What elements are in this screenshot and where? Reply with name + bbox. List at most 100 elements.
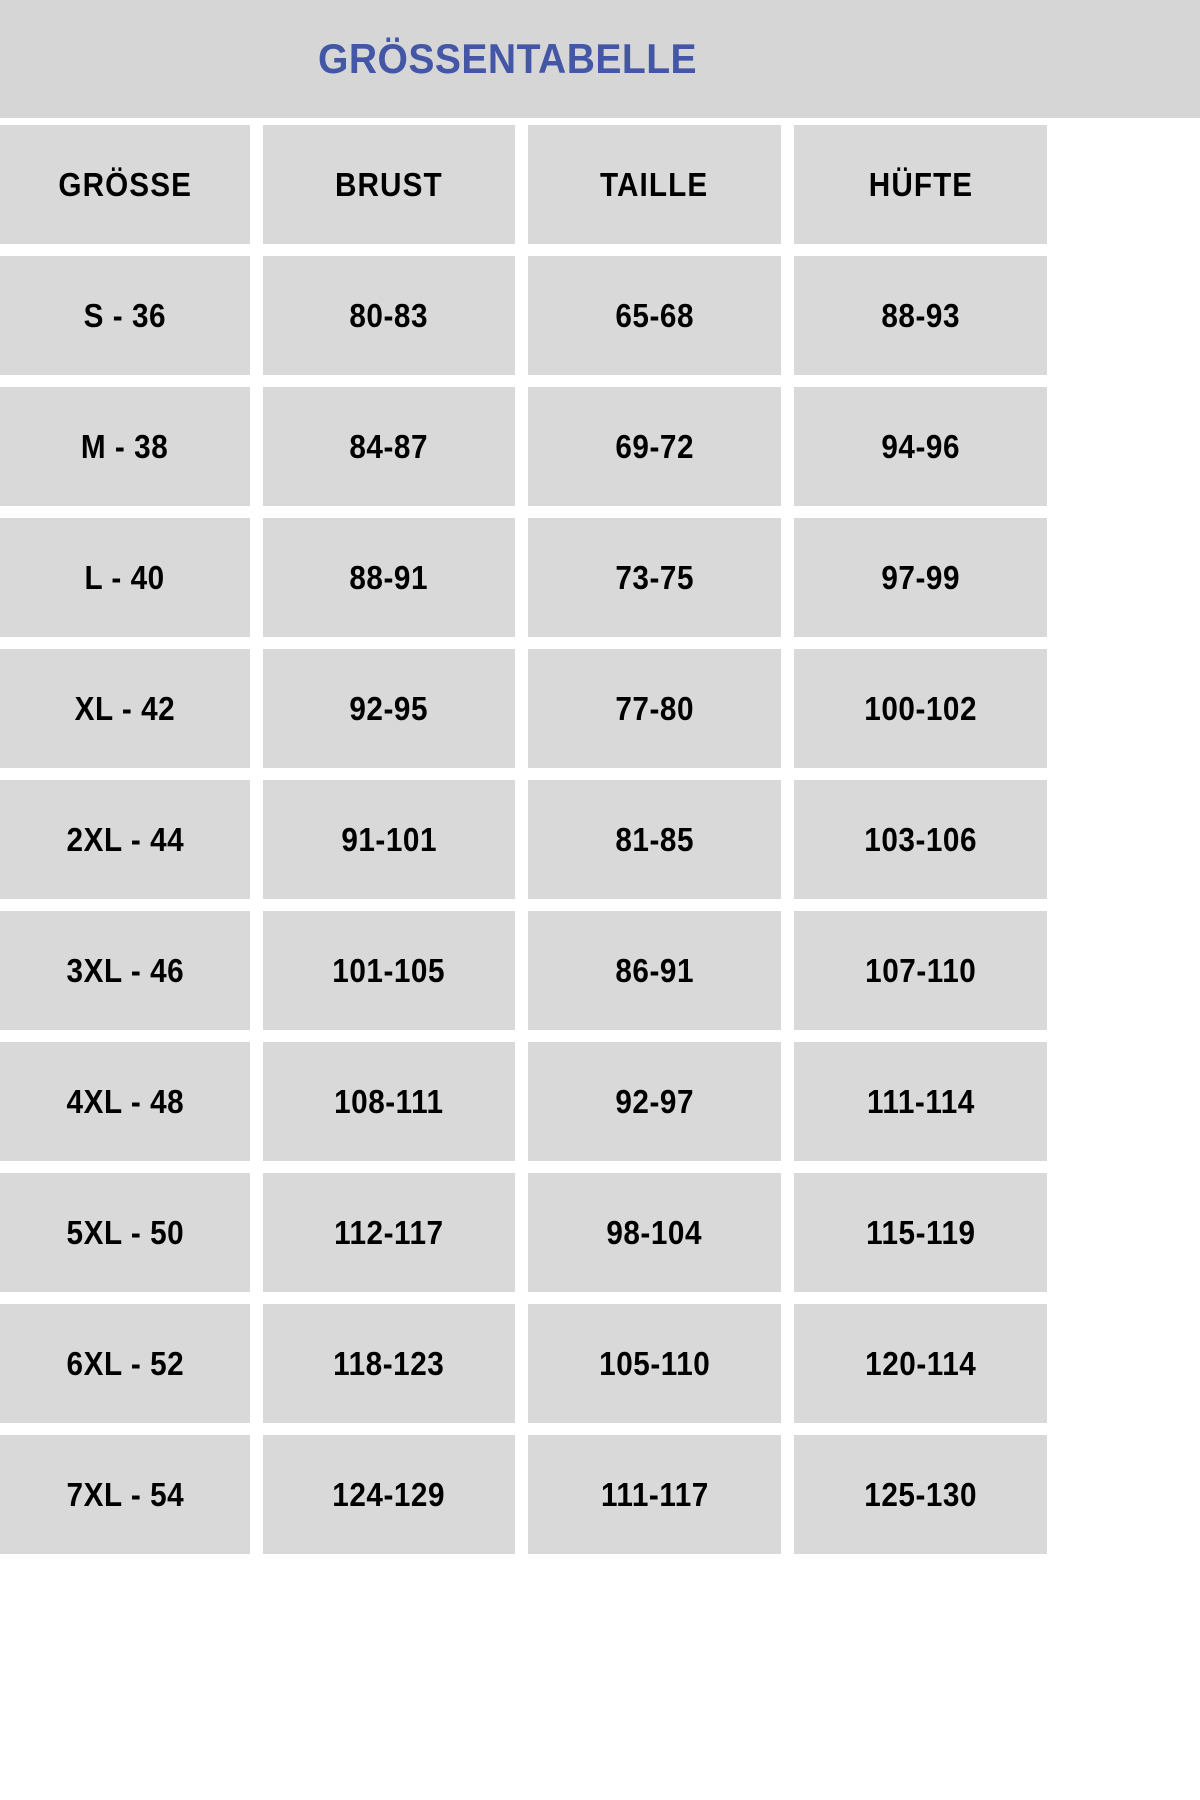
cell-taille: 105-110 [528,1304,781,1423]
cell-value-brust: 88-91 [349,559,429,596]
cell-huefte: 115-119 [794,1173,1047,1292]
cell-value-taille: 73-75 [615,559,694,596]
cell-value-huefte: 97-99 [881,559,960,596]
cell-value-size: 4XL - 48 [66,1083,184,1120]
cell-value-brust: 118-123 [333,1345,445,1382]
cell-value-taille: 69-72 [615,428,694,465]
table-row: 6XL - 52 118-123 105-110 120-114 [0,1304,1047,1423]
cell-value-taille: 105-110 [598,1345,711,1382]
cell-value-taille: 65-68 [615,297,694,334]
cell-size: L - 40 [0,518,250,637]
table-row: 3XL - 46 101-105 86-91 107-110 [0,911,1047,1030]
table-header-row: GRÖSSE BRUST TAILLE HÜFTE [0,125,1047,244]
cell-value-huefte: 100-102 [864,690,977,727]
cell-value-taille: 98-104 [606,1214,703,1251]
table-row: L - 40 88-91 73-75 97-99 [0,518,1047,637]
cell-value-size: XL - 42 [74,690,176,727]
header-label-huefte: HÜFTE [868,166,973,203]
cell-huefte: 94-96 [794,387,1047,506]
table-row: M - 38 84-87 69-72 94-96 [0,387,1047,506]
cell-value-taille: 86-91 [615,952,694,989]
cell-value-huefte: 125-130 [864,1476,977,1513]
cell-value-huefte: 88-93 [881,297,960,334]
cell-value-huefte: 94-96 [881,428,960,465]
cell-value-size: 5XL - 50 [66,1214,184,1251]
cell-brust: 112-117 [263,1173,515,1292]
cell-value-size: 6XL - 52 [66,1345,184,1382]
cell-brust: 88-91 [263,518,515,637]
cell-size: 3XL - 46 [0,911,250,1030]
table-row: XL - 42 92-95 77-80 100-102 [0,649,1047,768]
cell-value-huefte: 103-106 [864,821,977,858]
cell-value-huefte: 107-110 [864,952,977,989]
cell-brust: 101-105 [263,911,515,1030]
cell-huefte: 111-114 [794,1042,1047,1161]
cell-value-size: M - 38 [81,428,169,465]
cell-value-huefte: 111-114 [866,1083,975,1120]
cell-huefte: 97-99 [794,518,1047,637]
cell-size: 5XL - 50 [0,1173,250,1292]
cell-huefte: 120-114 [794,1304,1047,1423]
cell-value-brust: 108-111 [334,1083,444,1120]
table-row: 4XL - 48 108-111 92-97 111-114 [0,1042,1047,1161]
cell-value-taille: 111-117 [600,1476,709,1513]
cell-value-brust: 91-101 [341,821,437,858]
header-cell-groesse: GRÖSSE [0,125,250,244]
cell-value-taille: 77-80 [615,690,694,727]
cell-value-brust: 112-117 [334,1214,444,1251]
cell-value-brust: 80-83 [349,297,429,334]
header-cell-brust: BRUST [263,125,515,244]
cell-value-size: 7XL - 54 [66,1476,184,1513]
cell-taille: 92-97 [528,1042,781,1161]
cell-brust: 124-129 [263,1435,515,1554]
header-cell-taille: TAILLE [528,125,781,244]
table-row: 5XL - 50 112-117 98-104 115-119 [0,1173,1047,1292]
header-label-brust: BRUST [335,166,443,203]
header-cell-huefte: HÜFTE [794,125,1047,244]
cell-size: 7XL - 54 [0,1435,250,1554]
cell-taille: 69-72 [528,387,781,506]
cell-huefte: 107-110 [794,911,1047,1030]
cell-value-size: 2XL - 44 [66,821,184,858]
cell-value-taille: 81-85 [615,821,694,858]
cell-taille: 98-104 [528,1173,781,1292]
cell-value-size: S - 36 [83,297,167,334]
cell-taille: 86-91 [528,911,781,1030]
cell-value-brust: 124-129 [332,1476,446,1513]
cell-taille: 111-117 [528,1435,781,1554]
header-label-groesse: GRÖSSE [58,166,192,203]
cell-value-huefte: 115-119 [865,1214,976,1251]
cell-taille: 77-80 [528,649,781,768]
cell-value-size: 3XL - 46 [66,952,184,989]
cell-huefte: 125-130 [794,1435,1047,1554]
cell-size: S - 36 [0,256,250,375]
cell-taille: 65-68 [528,256,781,375]
cell-value-brust: 101-105 [332,952,446,989]
cell-taille: 81-85 [528,780,781,899]
cell-brust: 91-101 [263,780,515,899]
cell-size: XL - 42 [0,649,250,768]
cell-brust: 118-123 [263,1304,515,1423]
cell-huefte: 103-106 [794,780,1047,899]
cell-value-huefte: 120-114 [864,1345,977,1382]
cell-brust: 108-111 [263,1042,515,1161]
page-title: GRÖSSENTABELLE [318,35,698,82]
cell-value-size: L - 40 [84,559,166,596]
table-row: S - 36 80-83 65-68 88-93 [0,256,1047,375]
cell-taille: 73-75 [528,518,781,637]
cell-huefte: 100-102 [794,649,1047,768]
table-row: 2XL - 44 91-101 81-85 103-106 [0,780,1047,899]
cell-brust: 80-83 [263,256,515,375]
header-label-taille: TAILLE [600,166,709,203]
cell-size: M - 38 [0,387,250,506]
cell-huefte: 88-93 [794,256,1047,375]
cell-value-brust: 84-87 [349,428,429,465]
title-band: GRÖSSENTABELLE [0,0,1200,118]
cell-brust: 84-87 [263,387,515,506]
cell-value-taille: 92-97 [615,1083,694,1120]
cell-brust: 92-95 [263,649,515,768]
cell-size: 2XL - 44 [0,780,250,899]
table-row: 7XL - 54 124-129 111-117 125-130 [0,1435,1047,1554]
cell-size: 6XL - 52 [0,1304,250,1423]
